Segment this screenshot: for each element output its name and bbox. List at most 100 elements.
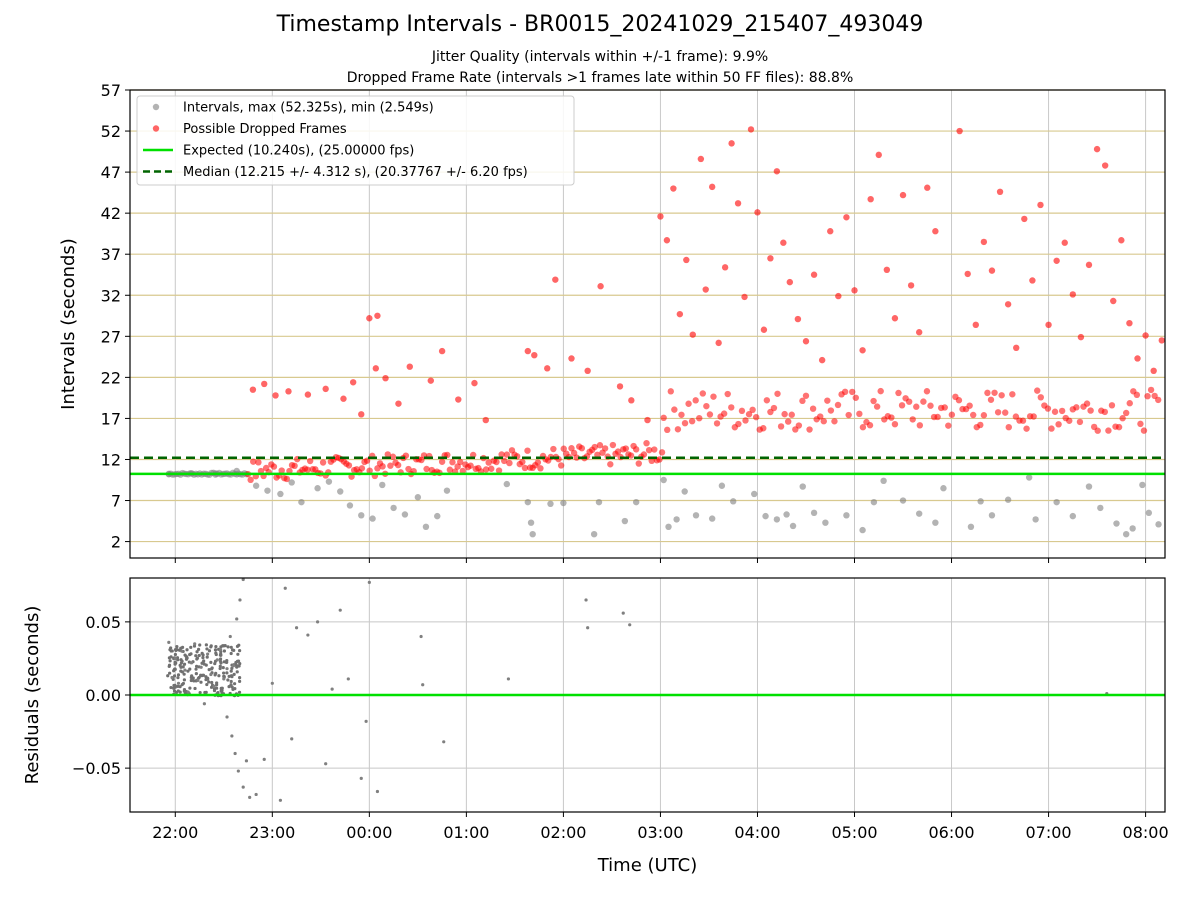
dropped-frame-point	[635, 460, 642, 467]
legend-box	[136, 95, 575, 186]
dropped-frame-point	[1058, 407, 1066, 415]
interval-point	[940, 485, 947, 492]
dropped-frame-point	[1029, 277, 1036, 284]
dropped-frame-point	[859, 424, 867, 431]
top-y-tick-label: 57	[101, 81, 121, 100]
dropped-frame-point	[760, 425, 767, 432]
residual-point	[167, 640, 171, 644]
dropped-frame-point	[728, 404, 735, 411]
residual-point	[262, 757, 266, 761]
interval-point	[560, 499, 567, 507]
dropped-frame-point	[578, 445, 586, 452]
dropped-frame-point	[1009, 391, 1016, 398]
dropped-frame-point	[702, 286, 709, 293]
dropped-frame-point	[498, 451, 505, 458]
residual-point	[375, 789, 380, 794]
x-tick-label: 23:00	[249, 823, 295, 842]
dropped-frame-point	[915, 329, 923, 336]
dropped-frame-point	[749, 406, 756, 414]
residual-point	[236, 659, 241, 663]
residual-point	[189, 652, 193, 656]
dropped-frame-point	[455, 396, 462, 403]
dropped-frame-point	[685, 400, 692, 407]
residual-point	[294, 626, 299, 630]
dropped-frame-point	[1066, 417, 1073, 424]
interval-point	[1069, 512, 1077, 520]
residual-point	[210, 666, 214, 670]
dropped-frame-point	[627, 452, 635, 459]
residual-point	[199, 680, 203, 684]
residual-point	[231, 687, 235, 691]
dropped-frame-point	[446, 466, 454, 473]
dropped-frame-point	[1122, 409, 1130, 417]
interval-point	[503, 480, 511, 488]
dropped-frame-point	[972, 321, 979, 329]
dropped-frame-point	[851, 287, 858, 294]
dropped-frame-point	[406, 363, 413, 370]
legend-label: Intervals, max (52.325s), min (2.549s)	[183, 101, 434, 116]
dropped-frame-point	[643, 439, 650, 447]
dropped-frame-point	[394, 461, 402, 469]
residual-point	[182, 678, 187, 682]
dropped-frame-point	[794, 315, 802, 323]
residual-point	[346, 677, 350, 681]
dropped-frame-point	[1118, 237, 1125, 244]
dropped-frame-point	[875, 151, 882, 159]
dropped-frame-point	[916, 422, 924, 429]
dropped-frame-point	[1094, 427, 1101, 434]
residual-point	[202, 702, 206, 706]
dropped-frame-point	[767, 255, 774, 262]
dropped-frame-point	[671, 406, 678, 413]
dropped-frame-point	[799, 397, 806, 405]
dropped-frame-point	[550, 445, 557, 453]
dropped-frame-point	[984, 389, 991, 397]
dropped-frame-point	[905, 398, 913, 405]
dropped-frame-point	[738, 407, 746, 415]
dropped-frame-point	[956, 127, 963, 135]
chart-subtitle-jitter: Jitter Quality (intervals within +/-1 fr…	[431, 49, 769, 65]
residual-point	[169, 685, 173, 690]
dropped-frame-point	[632, 446, 640, 453]
dropped-frame-point	[319, 459, 327, 466]
dropped-frame-point	[809, 405, 817, 412]
dropped-frame-point	[977, 421, 984, 429]
residual-point	[218, 666, 222, 671]
interval-point	[1085, 483, 1093, 490]
residual-point	[207, 649, 212, 653]
dropped-frame-point	[770, 404, 778, 412]
interval-point	[718, 482, 726, 489]
dropped-frame-point	[681, 419, 689, 427]
dropped-frame-point	[667, 388, 674, 395]
dropped-frame-point	[607, 461, 614, 468]
dropped-frame-point	[1061, 239, 1068, 246]
dropped-frame-point	[859, 347, 866, 354]
interval-point	[1097, 504, 1104, 512]
residual-point	[183, 668, 187, 672]
interval-point	[529, 530, 536, 538]
residual-point	[212, 684, 216, 688]
residual-point	[235, 664, 239, 669]
residual-point	[229, 651, 233, 656]
dropped-frame-point	[1142, 332, 1149, 339]
dropped-frame-point	[591, 443, 598, 451]
dropped-frame-point	[913, 403, 920, 410]
residual-point	[270, 681, 274, 685]
dropped-frame-point	[699, 390, 707, 397]
residual-point	[238, 676, 242, 680]
residual-point	[227, 685, 231, 689]
dropped-frame-point	[628, 397, 635, 404]
residual-point	[176, 684, 180, 688]
interval-point	[358, 512, 365, 519]
dropped-frame-point	[1005, 423, 1012, 431]
x-tick-label: 00:00	[346, 823, 392, 842]
legend: Intervals, max (52.325s), min (2.549s) Po…	[136, 95, 575, 186]
residual-point	[193, 686, 197, 691]
dropped-frame-point	[898, 402, 906, 409]
dropped-frame-point	[482, 466, 490, 473]
dense-interval-cluster	[165, 386, 1162, 484]
x-tick-label: 07:00	[1026, 823, 1072, 842]
residual-point	[214, 645, 218, 649]
dropped-frame-point	[537, 465, 544, 472]
residual-point	[213, 648, 218, 652]
